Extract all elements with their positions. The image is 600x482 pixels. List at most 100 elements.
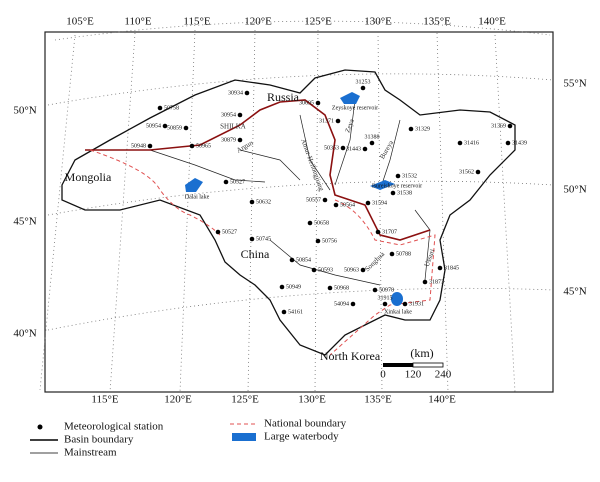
station [147,143,153,149]
station [408,126,414,132]
station-label: 31388 [365,134,380,140]
station [437,265,443,271]
station [350,301,356,307]
station [189,143,195,149]
station [375,229,381,235]
station-label: 50745 [256,236,271,242]
station [249,199,255,205]
station [340,145,346,151]
station [311,267,317,273]
station [333,202,339,208]
scale-unit: (km) [410,346,433,360]
station-label: 31845 [444,265,459,271]
graticule-label: 55°N [563,78,586,90]
station [389,251,395,257]
graticule-label: 135°E [423,16,451,28]
station [281,309,287,315]
country-label: Mongolia [65,170,112,184]
station-label: 54094 [334,301,349,307]
scale-tick: 0 [380,369,386,381]
station-label: 31369 [491,123,506,129]
station-label: 50557 [306,197,321,203]
legend-label: Large waterbody [264,431,339,443]
station [505,140,511,146]
station-label: 50963 [344,267,359,273]
station-label: 50954 [146,123,161,129]
station [395,173,401,179]
country-label: Russia [267,90,300,104]
national-boundary [89,149,436,356]
station-label: 31562 [459,169,474,175]
station [372,287,378,293]
station-label: 31443 [346,146,361,152]
station-label: 31253 [356,79,371,85]
station [369,140,375,146]
station-label: 31329 [415,126,430,132]
station [322,197,328,203]
station-label: 30695 [299,100,314,106]
graticule-label: 125°E [231,394,259,406]
station [215,229,221,235]
station-label: 50788 [396,251,411,257]
station-label: 31594 [372,200,387,206]
station-label: 50527 [222,229,237,235]
graticule-label: 50°N [563,184,586,196]
station [244,90,250,96]
station-label: 31538 [397,190,412,196]
graticule-label: 120°E [244,16,272,28]
station-label: 50527 [230,179,245,185]
scale-bar [383,362,444,368]
country-label: China [241,247,270,261]
river-label: SHILKA [220,123,246,131]
station [223,179,229,185]
station [360,267,366,273]
station [362,146,368,152]
station-label: 50658 [314,220,329,226]
waterbodies [185,92,403,306]
station [315,100,321,106]
station-label: 31873 [429,279,444,285]
legend-label: Meteorological station [64,421,164,433]
tributaries [149,99,431,286]
station-label: 31707 [382,229,397,235]
station [157,105,163,111]
station-label: 30879 [221,137,236,143]
station-label: 54161 [288,309,303,315]
station-label: 50756 [322,238,337,244]
station-label: 31915 [378,295,393,301]
station [390,190,396,196]
station [507,123,513,129]
graticule-label: 130°E [298,394,326,406]
legend-label: Mainstream [64,447,117,459]
station [365,200,371,206]
legend-label: National boundary [264,418,347,430]
station-label: 31532 [402,173,417,179]
graticule-label: 140°E [478,16,506,28]
waterbody-label: Zeyskoye reservoir [332,105,378,111]
scale-tick: 240 [435,369,452,381]
station-label: 31439 [512,140,527,146]
station [422,279,428,285]
station-label: 50948 [131,143,146,149]
station [289,257,295,263]
graticule-label: 105°E [66,16,94,28]
station [162,123,168,129]
graticule-label: 50°N [13,105,36,117]
graticule-label: 115°E [183,16,210,28]
station-label: 50965 [196,143,211,149]
scale-tick: 120 [405,369,422,381]
station [335,118,341,124]
station-label: 50758 [164,105,179,111]
basin-boundary [61,69,516,356]
station-label: 50949 [286,284,301,290]
station [315,238,321,244]
graticule-label: 125°E [304,16,332,28]
station-label: 50859 [167,125,182,131]
waterbody-label: Bureiskoye reservoir [372,183,422,189]
station-label: 31416 [464,140,479,146]
graticule-label: 40°N [13,328,36,340]
station-label: 50968 [334,285,349,291]
graticule-label: 45°N [13,216,36,228]
station [475,169,481,175]
graticule-label: 140°E [428,394,456,406]
